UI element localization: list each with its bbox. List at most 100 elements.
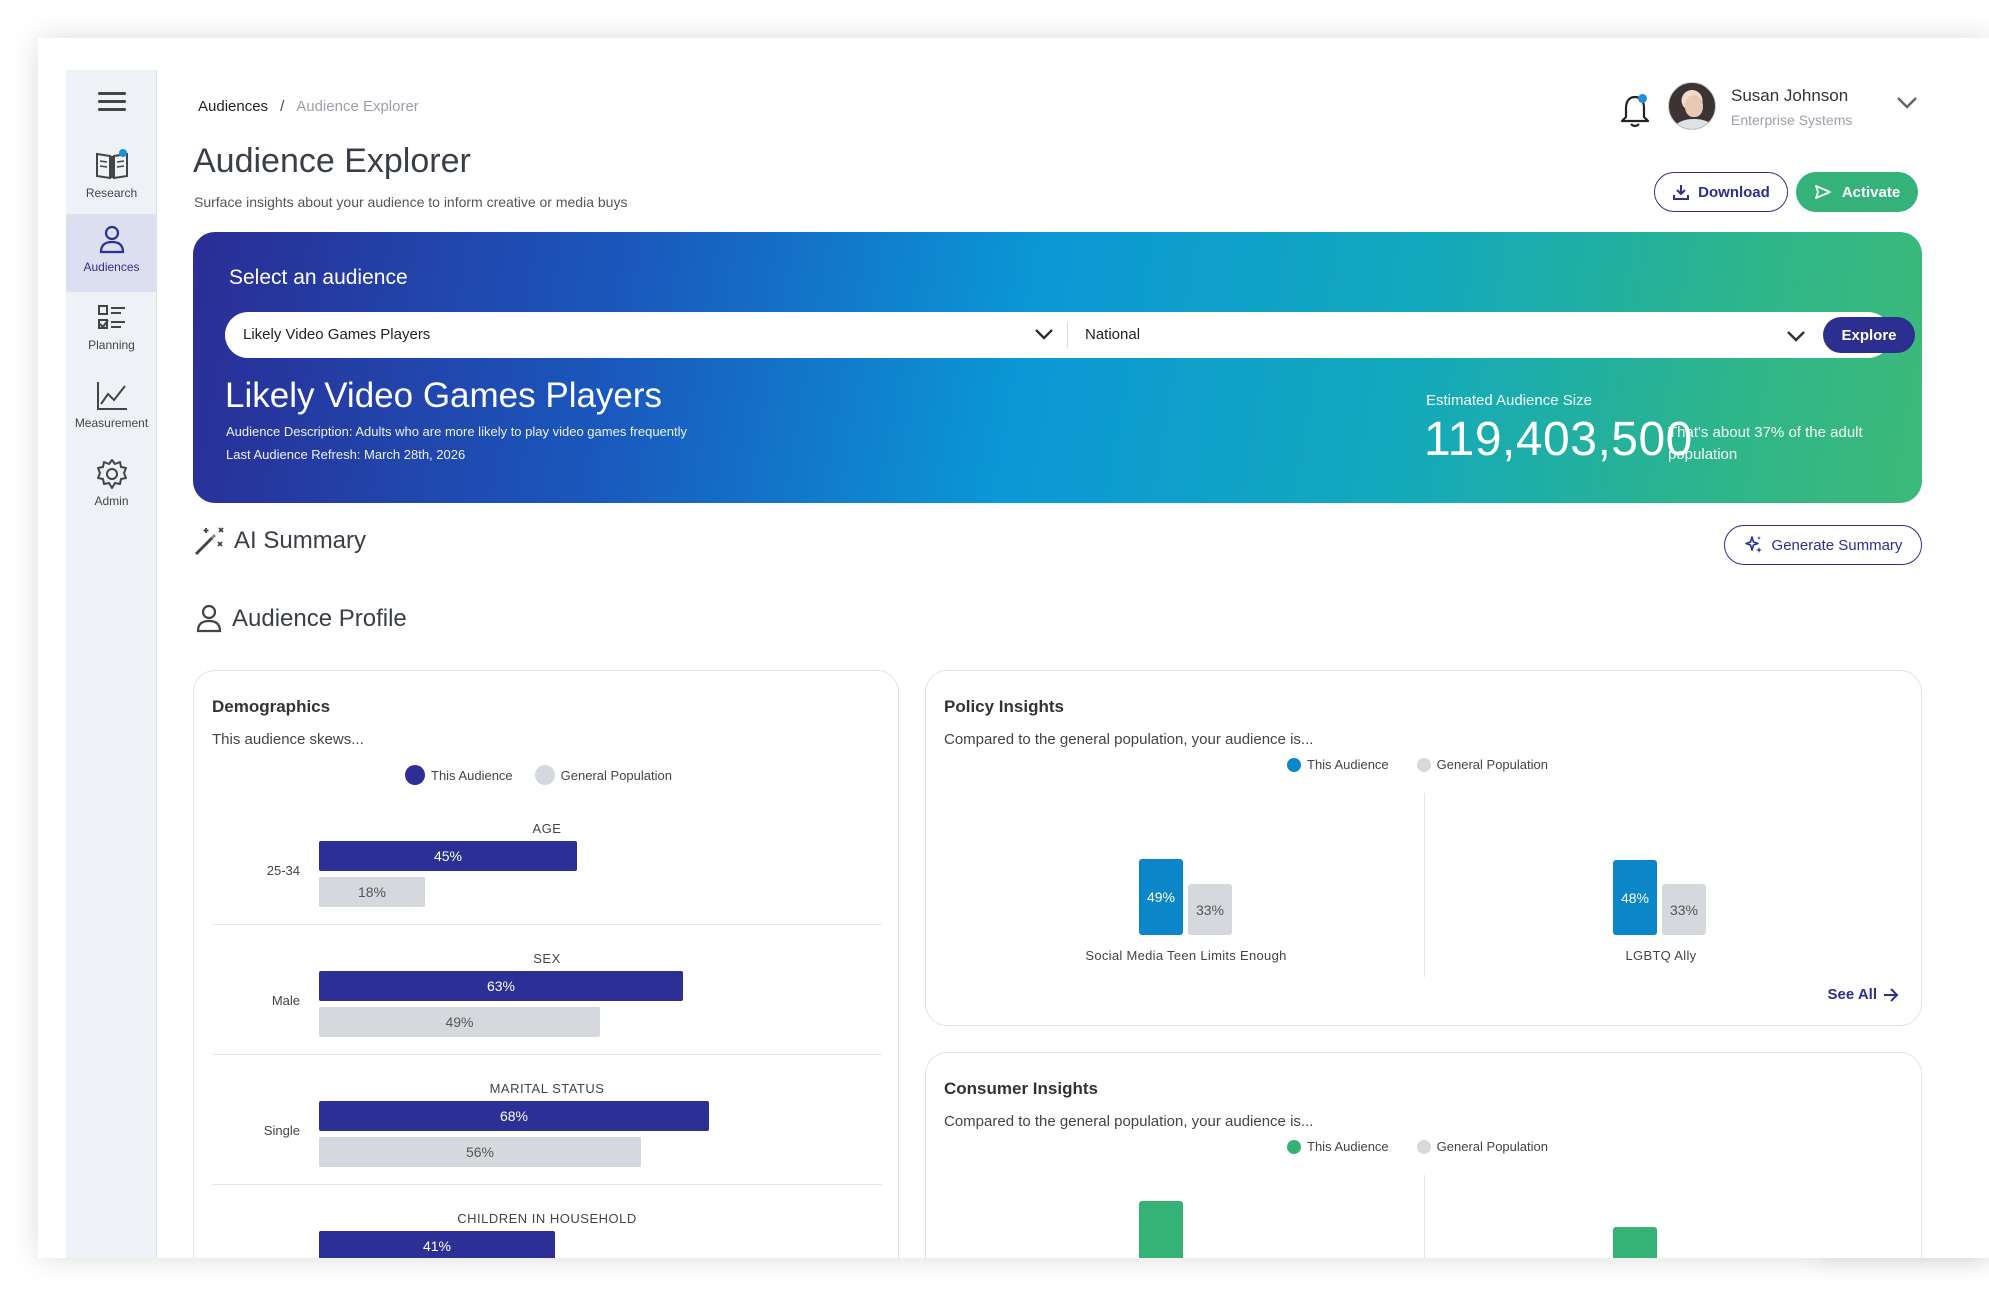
book-icon <box>95 149 128 180</box>
demographics-card: Demographics This audience skews... This… <box>193 670 899 1258</box>
avatar[interactable] <box>1668 82 1716 130</box>
chart-divider <box>1424 793 1425 977</box>
legend-label-general: General Population <box>560 767 672 783</box>
demographic-category: Single <box>263 1123 300 1138</box>
activate-button[interactable]: Activate <box>1796 172 1918 212</box>
bar-general: 49% <box>319 1007 600 1037</box>
section-divider <box>212 1054 882 1055</box>
chart-divider <box>1424 1175 1425 1258</box>
sidebar: Research Audiences Planning Measurement … <box>66 70 157 1258</box>
section-divider <box>212 1184 882 1185</box>
demographic-section-children: CHILDREN IN HOUSEHOLD 41% <box>212 1211 882 1258</box>
legend-swatch-audience <box>1287 1139 1301 1154</box>
consumer-insights-card: Consumer Insights Compared to the genera… <box>925 1052 1922 1258</box>
policy-insights-subtitle: Compared to the general population, your… <box>944 731 1314 748</box>
policy-item-label: LGBTQ Ally <box>1625 948 1697 963</box>
demographic-category: Male <box>271 993 300 1008</box>
demographic-heading: SEX <box>533 951 561 966</box>
section-divider <box>212 924 882 925</box>
chevron-down-icon[interactable] <box>1033 326 1055 342</box>
legend-swatch-audience <box>1287 757 1301 772</box>
audience-dropdown-value: Likely Video Games Players <box>243 326 431 343</box>
select-audience-label: Select an audience <box>229 266 408 289</box>
sidebar-item-label: Research <box>85 186 138 200</box>
demographic-section-age: AGE 25-34 45% 18% <box>212 821 882 941</box>
magic-wand-icon <box>194 527 224 556</box>
consumer-insights-subtitle: Compared to the general population, your… <box>944 1113 1314 1130</box>
checklist-icon <box>97 305 125 329</box>
user-name: Susan Johnson <box>1731 86 1849 105</box>
sidebar-item-planning[interactable]: Planning <box>66 292 157 370</box>
ai-summary-header: AI Summary <box>192 524 366 558</box>
policy-bar-general: 33% <box>1188 884 1232 935</box>
audience-name: Likely Video Games Players <box>225 376 663 415</box>
estimated-size-note: That's about 37% of the adult population <box>1668 424 1863 463</box>
breadcrumb-audiences-link[interactable]: Audiences <box>198 98 269 115</box>
selector-divider <box>1067 322 1068 348</box>
person-icon <box>99 225 124 254</box>
breadcrumb: Audiences / Audience Explorer <box>198 98 419 115</box>
policy-legend: This Audience General Population <box>1287 757 1548 772</box>
see-all-link[interactable]: See All <box>1828 986 1899 1003</box>
geography-dropdown[interactable] <box>1068 312 1816 358</box>
consumer-insights-title: Consumer Insights <box>944 1079 1098 1098</box>
demographic-section-marital-status: MARITAL STATUS Single 68% 56% <box>212 1081 882 1201</box>
sidebar-item-research[interactable]: Research <box>66 138 157 216</box>
generate-summary-button[interactable]: Generate Summary <box>1724 525 1922 565</box>
user-org: Enterprise Systems <box>1731 112 1853 128</box>
bar-general: 56% <box>319 1137 641 1167</box>
policy-bar-general: 33% <box>1662 884 1706 935</box>
page-subtitle: Surface insights about your audience to … <box>194 194 628 210</box>
demographic-section-sex: SEX Male 63% 49% <box>212 951 882 1071</box>
demographic-category: 25-34 <box>266 863 300 878</box>
sidebar-item-audiences[interactable]: Audiences <box>66 214 157 292</box>
chevron-down-icon[interactable] <box>1894 92 1920 112</box>
send-icon <box>1814 185 1831 199</box>
download-button[interactable]: Download <box>1654 172 1788 212</box>
demographics-legend: This Audience General Population <box>405 765 672 785</box>
sidebar-item-label: Admin <box>94 494 129 508</box>
policy-insights-card: Policy Insights Compared to the general … <box>925 670 1922 1026</box>
policy-bar-audience: 48% <box>1613 860 1657 935</box>
line-chart-icon <box>96 382 127 410</box>
breadcrumb-separator: / <box>280 98 285 115</box>
arrow-right-icon <box>1884 987 1899 1002</box>
gear-icon <box>96 459 127 489</box>
audience-profile-header: Audience Profile <box>196 604 407 634</box>
sidebar-item-label: Measurement <box>74 416 149 430</box>
audience-refresh-date: Last Audience Refresh: March 28th, 2026 <box>226 447 466 462</box>
demographics-subtitle: This audience skews... <box>212 731 364 748</box>
bar-audience: 45% <box>319 841 577 871</box>
legend-swatch-general <box>1416 1139 1431 1154</box>
estimated-size-value: 119,403,500 <box>1424 413 1693 466</box>
consumer-legend: This Audience General Population <box>1287 1139 1548 1154</box>
demographic-heading: AGE <box>532 821 562 836</box>
download-label: Download <box>1698 183 1770 201</box>
breadcrumb-current: Audience Explorer <box>296 98 419 115</box>
audience-description: Audience Description: Adults who are mor… <box>226 424 688 439</box>
demographic-heading: MARITAL STATUS <box>489 1081 605 1096</box>
sidebar-item-admin[interactable]: Admin <box>66 448 157 526</box>
bar-audience: 41% <box>319 1231 555 1258</box>
estimated-size-label: Estimated Audience Size <box>1426 392 1592 409</box>
explore-button[interactable]: Explore <box>1823 317 1915 353</box>
policy-insights-title: Policy Insights <box>944 697 1064 716</box>
demographics-title: Demographics <box>212 697 331 716</box>
geography-dropdown-value: National <box>1085 326 1141 343</box>
notification-bell-icon[interactable] <box>1618 92 1652 130</box>
hamburger-menu-icon[interactable] <box>98 92 126 114</box>
sidebar-item-label: Audiences <box>83 260 140 274</box>
audience-selector-bar: Likely Video Games Players National Expl… <box>225 312 1915 358</box>
policy-bar-audience: 49% <box>1139 859 1183 935</box>
bar-audience: 63% <box>319 971 683 1001</box>
notification-dot <box>1638 94 1647 103</box>
chevron-down-icon[interactable] <box>1785 328 1807 344</box>
legend-swatch-general <box>534 765 555 785</box>
consumer-bar-audience <box>1613 1227 1657 1258</box>
person-icon <box>196 604 222 633</box>
sidebar-item-measurement[interactable]: Measurement <box>66 370 157 448</box>
ai-summary-title: AI Summary <box>234 527 367 554</box>
generate-summary-label: Generate Summary <box>1771 536 1903 554</box>
app-window: Research Audiences Planning Measurement … <box>38 38 1989 1258</box>
